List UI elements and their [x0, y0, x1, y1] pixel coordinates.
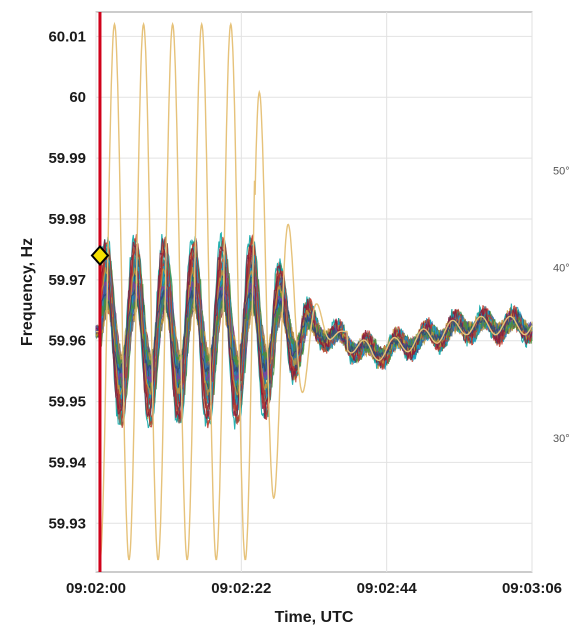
- y-axis-title: Frequency, Hz: [19, 238, 36, 346]
- right-tick-label: 40°: [553, 263, 570, 275]
- right-tick-label: 50°: [553, 165, 570, 177]
- event-layer: [90, 12, 110, 572]
- y-tick-label: 59.96: [48, 333, 86, 350]
- y-tick-label: 59.99: [48, 150, 86, 167]
- y-tick-label: 59.94: [48, 454, 86, 471]
- x-tick-label: 09:02:00: [66, 580, 126, 597]
- x-tick-labels: 09:02:00 09:02:22 09:02:44 09:03:06: [66, 580, 562, 597]
- series-lines: [95, 21, 533, 561]
- y-tick-label: 60: [69, 89, 86, 106]
- x-tick-label: 09:02:44: [357, 580, 418, 597]
- y-tick-labels: 59.93 59.94 59.95 59.96 59.97 59.98 59.99 60 60.…: [48, 28, 86, 532]
- right-tick-labels: 50° 40° 30°: [553, 165, 570, 445]
- y-tick-label: 59.97: [48, 272, 86, 289]
- x-tick-label: 09:03:06: [502, 580, 562, 597]
- event-marker: [90, 244, 110, 266]
- y-tick-label: 60.01: [48, 28, 86, 45]
- x-axis-title: Time, UTC: [275, 609, 354, 626]
- right-tick-label: 30°: [553, 433, 570, 445]
- y-tick-label: 59.95: [48, 394, 86, 411]
- series-line-large-oscillation: [96, 21, 533, 561]
- grid-lines: [95, 12, 533, 572]
- y-tick-label: 59.93: [48, 515, 86, 532]
- y-tick-label: 59.98: [48, 211, 86, 228]
- x-tick-label: 09:02:22: [211, 580, 271, 597]
- series-line-46: [95, 238, 533, 420]
